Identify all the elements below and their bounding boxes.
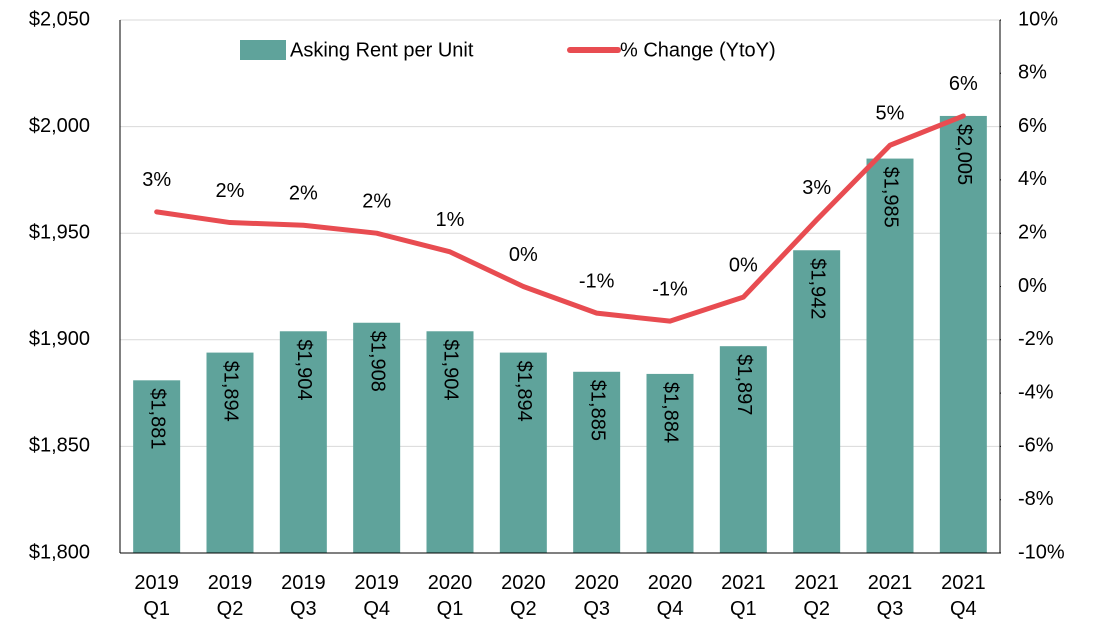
x-tick-label: 2021 Q4: [941, 572, 986, 620]
bar: [499, 352, 547, 553]
bar: [573, 371, 621, 553]
legend-label: % Change (YtoY): [620, 39, 776, 61]
bar-value-label: $1,884: [660, 382, 682, 443]
x-tick-label: 2019 Q4: [354, 572, 399, 620]
y-tick-label: $1,950: [29, 221, 90, 243]
x-tick-label: 2020 Q2: [501, 572, 546, 620]
line-value-label: 5%: [876, 103, 905, 125]
bar: [719, 346, 767, 553]
y-tick-label: $1,900: [29, 328, 90, 350]
x-tick-label: 2021 Q1: [721, 572, 766, 620]
line-value-label: 2%: [362, 190, 391, 212]
bar-value-label: $1,885: [586, 380, 608, 441]
line-value-label: -1%: [652, 278, 688, 300]
y2-tick-label: 8%: [1018, 62, 1047, 84]
bar: [426, 331, 474, 553]
y2-tick-label: -4%: [1018, 381, 1054, 403]
y-tick-label: $2,050: [29, 8, 90, 30]
bar: [646, 373, 694, 553]
bar: [279, 331, 327, 553]
line: [154, 113, 966, 324]
line-value-label: 0%: [509, 244, 538, 266]
x-tick-label: 2020 Q1: [427, 572, 473, 620]
bar-value-label: $1,942: [806, 258, 828, 319]
bar: [939, 115, 987, 553]
line-value-label: 3%: [142, 169, 171, 191]
y2-tick-label: 6%: [1018, 115, 1047, 137]
x-tick-label: 2020 Q4: [647, 572, 693, 620]
legend-swatch: [240, 40, 286, 60]
x-tick-label: 2019 Q1: [134, 572, 179, 620]
x-tick-label: 2021 Q2: [794, 572, 839, 620]
line-value-label: 2%: [289, 182, 318, 204]
y2-tick-label: 2%: [1018, 221, 1047, 243]
x-tick-label: 2019 Q3: [281, 572, 326, 620]
bar-value-label: $1,894: [513, 361, 535, 422]
line-value-label: 6%: [949, 73, 978, 95]
bar-value-label: $1,897: [733, 354, 755, 415]
bar-value-label: $1,985: [880, 167, 902, 228]
bar-value-label: $2,005: [953, 124, 975, 185]
bar-value-label: $1,881: [146, 388, 168, 449]
y-tick-label: $1,800: [29, 541, 90, 563]
bar-value-label: $1,894: [220, 361, 242, 422]
bar: [133, 380, 181, 553]
line-value-label: 0%: [729, 254, 758, 276]
line-value-label: 3%: [802, 177, 831, 199]
y2-tick-label: -6%: [1018, 435, 1054, 457]
bar: [793, 250, 841, 554]
bar: [866, 158, 914, 553]
bar: [206, 352, 254, 553]
x-tick-label: 2020 Q3: [574, 572, 619, 620]
x-tick-label: 2021 Q3: [867, 572, 913, 620]
line-value-label: 1%: [436, 209, 465, 231]
line-value-label: 2%: [216, 180, 245, 202]
legend-label: Asking Rent per Unit: [290, 39, 474, 61]
y2-tick-label: -2%: [1018, 328, 1054, 350]
y2-tick-label: -8%: [1018, 488, 1054, 510]
y2-tick-label: 10%: [1018, 8, 1058, 30]
bar-value-label: $1,908: [366, 331, 388, 392]
bar-value-label: $1,904: [440, 339, 462, 400]
x-tick-label: 2019 Q2: [207, 572, 253, 620]
y2-tick-label: -10%: [1018, 541, 1065, 563]
y2-tick-label: 0%: [1018, 275, 1047, 297]
y2-tick-label: 4%: [1018, 168, 1047, 190]
line-value-label: -1%: [579, 270, 615, 292]
bar: [353, 322, 401, 553]
y-tick-label: $1,850: [29, 435, 90, 457]
y-tick-label: $2,000: [29, 115, 90, 137]
bar-value-label: $1,904: [293, 339, 315, 400]
